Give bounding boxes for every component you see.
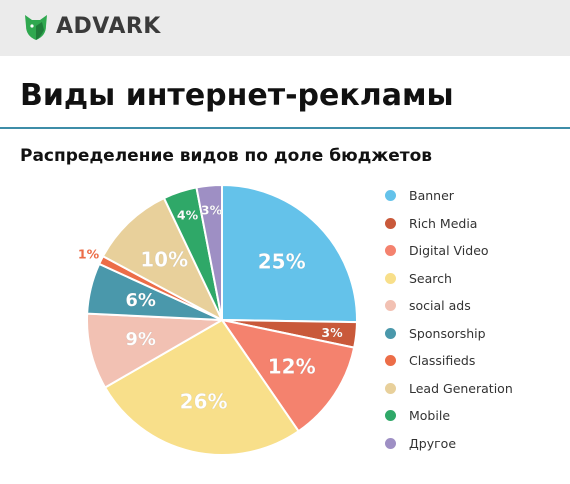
- brand-name[interactable]: ADVARK: [56, 14, 161, 39]
- page-title: Виды интернет-рекламы: [20, 78, 454, 113]
- slice-label-sponsorship: 6%: [125, 290, 156, 311]
- slice-label-другое: 3%: [201, 202, 223, 217]
- pie-slice-lead-generation: [101, 196, 225, 323]
- legend-label: Rich Media: [409, 215, 478, 231]
- pie-slice-другое: [195, 183, 223, 321]
- legend-label: social ads: [409, 298, 471, 314]
- legend-label: Classifieds: [409, 353, 476, 369]
- legend-item-lead-generation: Lead Generation: [385, 375, 513, 403]
- legend-item-другое: Другое: [385, 430, 513, 458]
- legend-swatch: [385, 190, 396, 202]
- legend-label: Banner: [409, 188, 454, 204]
- legend-label: Digital Video: [409, 243, 489, 259]
- legend-label: Sponsorship: [409, 325, 486, 341]
- legend-item-rich-media: Rich Media: [385, 210, 513, 238]
- slice-label-classifieds: 1%: [78, 246, 100, 261]
- legend-item-banner: Banner: [385, 182, 513, 210]
- legend-swatch: [385, 355, 396, 367]
- legend-item-social-ads: social ads: [385, 292, 513, 320]
- legend-label: Mobile: [409, 408, 451, 424]
- legend-item-sponsorship: Sponsorship: [385, 320, 513, 348]
- legend-swatch: [385, 410, 396, 422]
- top-bar: ADVARK: [0, 0, 570, 56]
- legend-swatch: [385, 300, 396, 312]
- legend-item-digital-video: Digital Video: [385, 237, 513, 265]
- slice-label-banner: 25%: [258, 249, 306, 273]
- slice-label-digital-video: 12%: [268, 354, 316, 378]
- title-divider: [0, 127, 570, 129]
- pie-slice-banner: [221, 183, 358, 324]
- legend-swatch: [385, 437, 396, 449]
- legend-swatch: [385, 272, 396, 284]
- legend-label: Другое: [409, 435, 457, 451]
- chart-title: Распределение видов по доле бюджетов: [20, 146, 433, 166]
- legend-swatch: [385, 327, 396, 339]
- slice-label-search: 26%: [180, 390, 228, 414]
- slice-label-social-ads: 9%: [125, 329, 156, 350]
- slice-label-lead-generation: 10%: [140, 247, 188, 271]
- legend-swatch: [385, 245, 396, 257]
- legend-item-search: Search: [385, 265, 513, 293]
- legend-label: Search: [409, 270, 452, 286]
- slice-label-rich-media: 3%: [321, 325, 343, 340]
- chart-legend: Banner Rich Media Digital Video Search socia…: [385, 182, 513, 457]
- legend-item-mobile: Mobile: [385, 402, 513, 430]
- legend-swatch: [385, 217, 396, 229]
- pie-slice-search: [103, 318, 300, 456]
- legend-item-classifieds: Classifieds: [385, 347, 513, 375]
- legend-label: Lead Generation: [409, 380, 513, 396]
- dog-head-logo-icon[interactable]: [22, 12, 50, 42]
- pie-slice-digital-video: [219, 318, 356, 433]
- legend-swatch: [385, 382, 396, 394]
- slice-label-mobile: 4%: [177, 207, 199, 222]
